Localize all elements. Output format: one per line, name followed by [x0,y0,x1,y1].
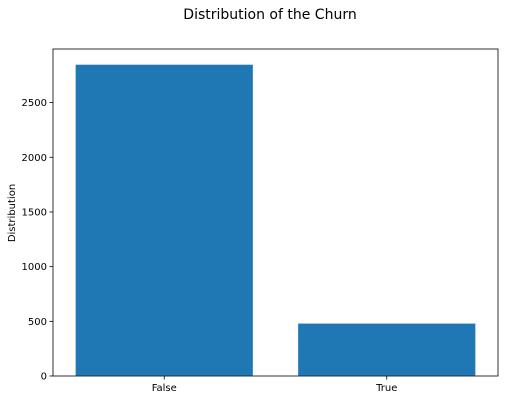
bar-false [74,63,254,377]
bar-true [297,322,477,377]
y-tick-label: 2000 [22,153,47,164]
x-tick-label: True [375,383,397,394]
y-tick-label: 2500 [22,98,47,109]
y-axis-label: Distribution [7,184,18,242]
y-tick-label: 500 [28,317,47,328]
plot-area: False True 0 500 1000 1500 2000 2500 [22,48,499,394]
x-tick-label: False [152,383,177,394]
y-tick-label: 1500 [22,207,47,218]
plot-frame [52,48,499,377]
y-tick-label: 1000 [22,262,47,273]
y-tick-label: 0 [41,372,47,383]
chart-title: Distribution of the Churn [183,7,356,23]
